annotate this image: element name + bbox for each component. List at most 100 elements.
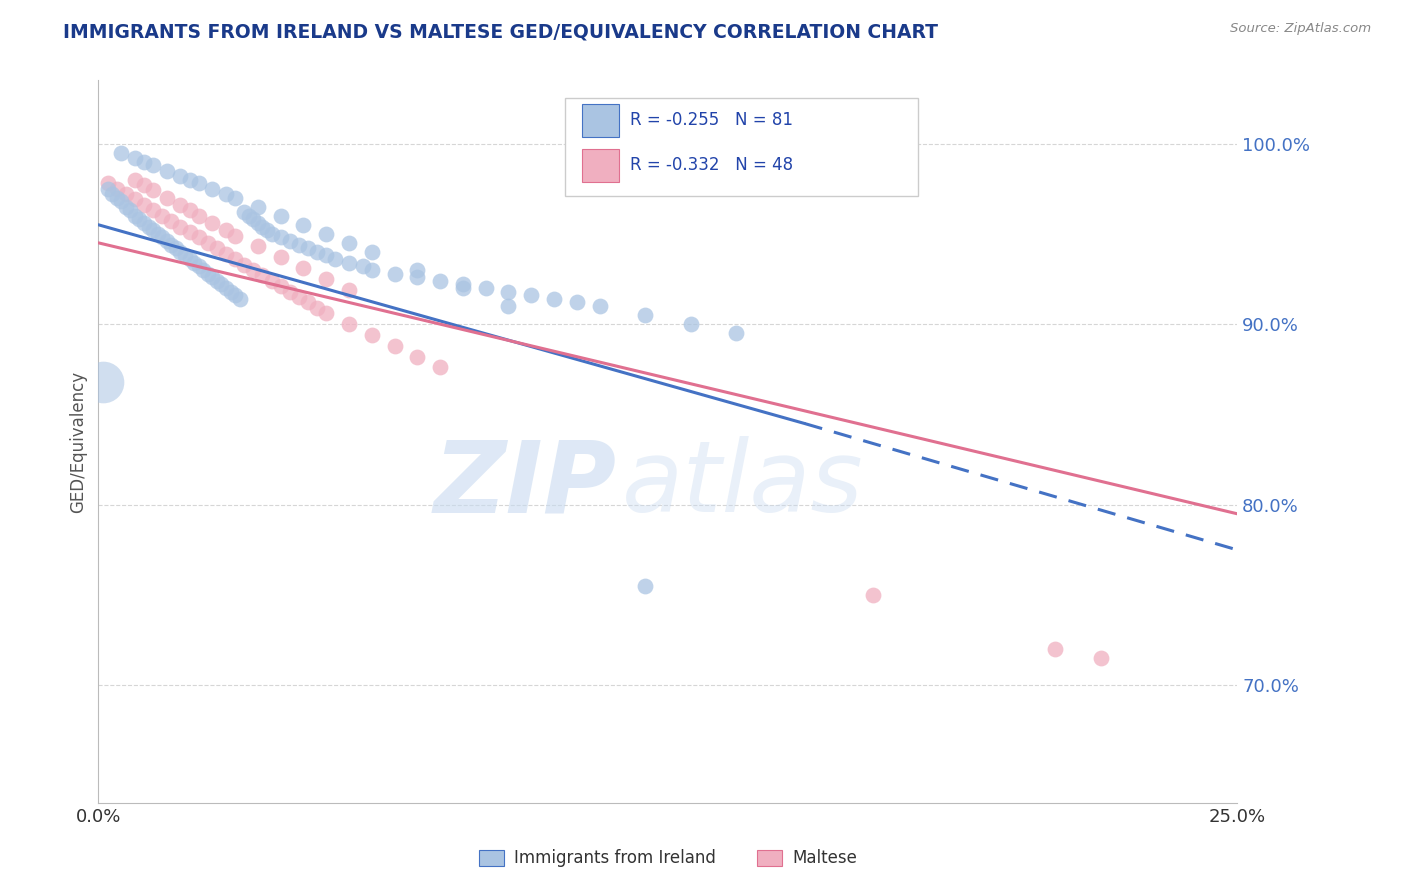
Point: [132, 154, 155, 169]
Point: [315, 306, 337, 320]
Point: [634, 308, 657, 322]
Point: [315, 272, 337, 286]
Point: [124, 172, 146, 186]
Point: [219, 285, 242, 299]
Text: R = -0.255   N = 81: R = -0.255 N = 81: [630, 112, 793, 129]
Y-axis label: GED/Equivalency: GED/Equivalency: [69, 370, 87, 513]
Point: [260, 227, 283, 241]
Point: [323, 252, 346, 266]
Point: [124, 193, 146, 207]
Point: [160, 214, 183, 228]
Text: IMMIGRANTS FROM IRELAND VS MALTESE GED/EQUIVALENCY CORRELATION CHART: IMMIGRANTS FROM IRELAND VS MALTESE GED/E…: [63, 22, 938, 41]
Point: [110, 145, 132, 160]
Point: [169, 169, 191, 183]
Point: [233, 258, 256, 272]
Point: [520, 288, 543, 302]
Point: [142, 158, 165, 172]
Point: [429, 360, 451, 375]
Point: [124, 209, 146, 223]
Point: [543, 292, 565, 306]
Point: [246, 239, 269, 253]
Point: [150, 230, 173, 244]
Point: [307, 244, 329, 259]
Point: [384, 267, 406, 281]
Text: atlas: atlas: [623, 436, 863, 533]
Point: [215, 187, 238, 202]
Point: [256, 223, 278, 237]
Point: [498, 285, 520, 299]
Point: [183, 256, 205, 270]
Point: [337, 317, 360, 331]
Point: [252, 268, 274, 283]
Text: Source: ZipAtlas.com: Source: ZipAtlas.com: [1230, 22, 1371, 36]
Point: [352, 260, 374, 274]
Point: [193, 263, 215, 277]
Point: [233, 205, 256, 219]
Point: [179, 252, 201, 266]
Point: [105, 181, 128, 195]
Point: [215, 223, 238, 237]
Point: [169, 198, 191, 212]
Point: [224, 228, 246, 243]
Point: [128, 212, 150, 227]
Point: [205, 241, 228, 255]
Point: [156, 163, 179, 178]
Point: [114, 187, 136, 202]
Text: ZIP: ZIP: [433, 436, 617, 533]
Point: [360, 263, 382, 277]
Point: [224, 288, 246, 302]
Point: [429, 274, 451, 288]
Point: [278, 285, 301, 299]
Point: [307, 301, 329, 315]
Point: [142, 203, 165, 218]
Point: [451, 281, 474, 295]
Point: [174, 248, 197, 262]
Point: [315, 248, 337, 262]
Point: [215, 246, 238, 260]
Point: [124, 151, 146, 165]
Point: [179, 203, 201, 218]
Point: [96, 181, 118, 195]
Point: [725, 326, 748, 340]
FancyBboxPatch shape: [582, 149, 619, 182]
Point: [252, 219, 274, 234]
Point: [209, 277, 232, 292]
Point: [169, 219, 191, 234]
Point: [1090, 651, 1112, 665]
Point: [169, 244, 191, 259]
Point: [110, 194, 132, 209]
Point: [187, 260, 209, 274]
Point: [179, 225, 201, 239]
Point: [451, 277, 474, 292]
Point: [114, 200, 136, 214]
Point: [156, 191, 179, 205]
Point: [201, 181, 224, 195]
Point: [406, 350, 429, 364]
Point: [142, 223, 165, 237]
Point: [1043, 642, 1066, 657]
Point: [278, 234, 301, 248]
Point: [150, 209, 173, 223]
Text: R = -0.332   N = 48: R = -0.332 N = 48: [630, 156, 793, 174]
FancyBboxPatch shape: [565, 98, 918, 196]
Point: [360, 328, 382, 343]
Point: [146, 227, 169, 241]
Point: [315, 227, 337, 241]
Point: [384, 339, 406, 353]
Point: [406, 263, 429, 277]
Point: [187, 209, 209, 223]
Point: [142, 184, 165, 198]
FancyBboxPatch shape: [582, 103, 619, 136]
Point: [565, 295, 588, 310]
Point: [138, 219, 160, 234]
Point: [91, 375, 114, 389]
Point: [215, 281, 238, 295]
Point: [187, 176, 209, 190]
Point: [337, 235, 360, 250]
Point: [288, 290, 311, 304]
Point: [270, 279, 292, 293]
Point: [228, 292, 250, 306]
Point: [270, 230, 292, 244]
Point: [224, 191, 246, 205]
Point: [288, 237, 311, 252]
